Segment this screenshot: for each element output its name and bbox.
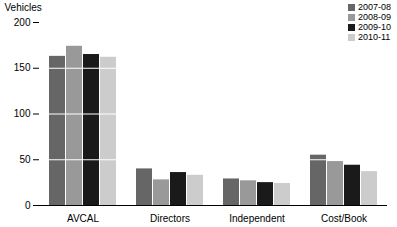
html-text:2010-11: 2010-11	[358, 32, 391, 42]
svg-text:Cost/Book: Cost/Book	[321, 213, 368, 224]
svg-text:0: 0	[25, 200, 31, 211]
svg-text:Vehicles: Vehicles	[5, 2, 42, 13]
svg-text:Independent: Independent	[229, 213, 285, 224]
html-text:2009-10: 2009-10	[358, 22, 391, 32]
html-text:2008-09: 2008-09	[358, 12, 391, 22]
svg-text:200: 200	[14, 17, 31, 28]
svg-text:150: 150	[14, 62, 31, 73]
svg-text:Directors: Directors	[150, 213, 190, 224]
svg-text:AVCAL: AVCAL	[67, 213, 99, 224]
svg-text:100: 100	[14, 108, 31, 119]
html-text:2007-08: 2007-08	[358, 2, 391, 12]
svg-text:50: 50	[19, 154, 31, 165]
